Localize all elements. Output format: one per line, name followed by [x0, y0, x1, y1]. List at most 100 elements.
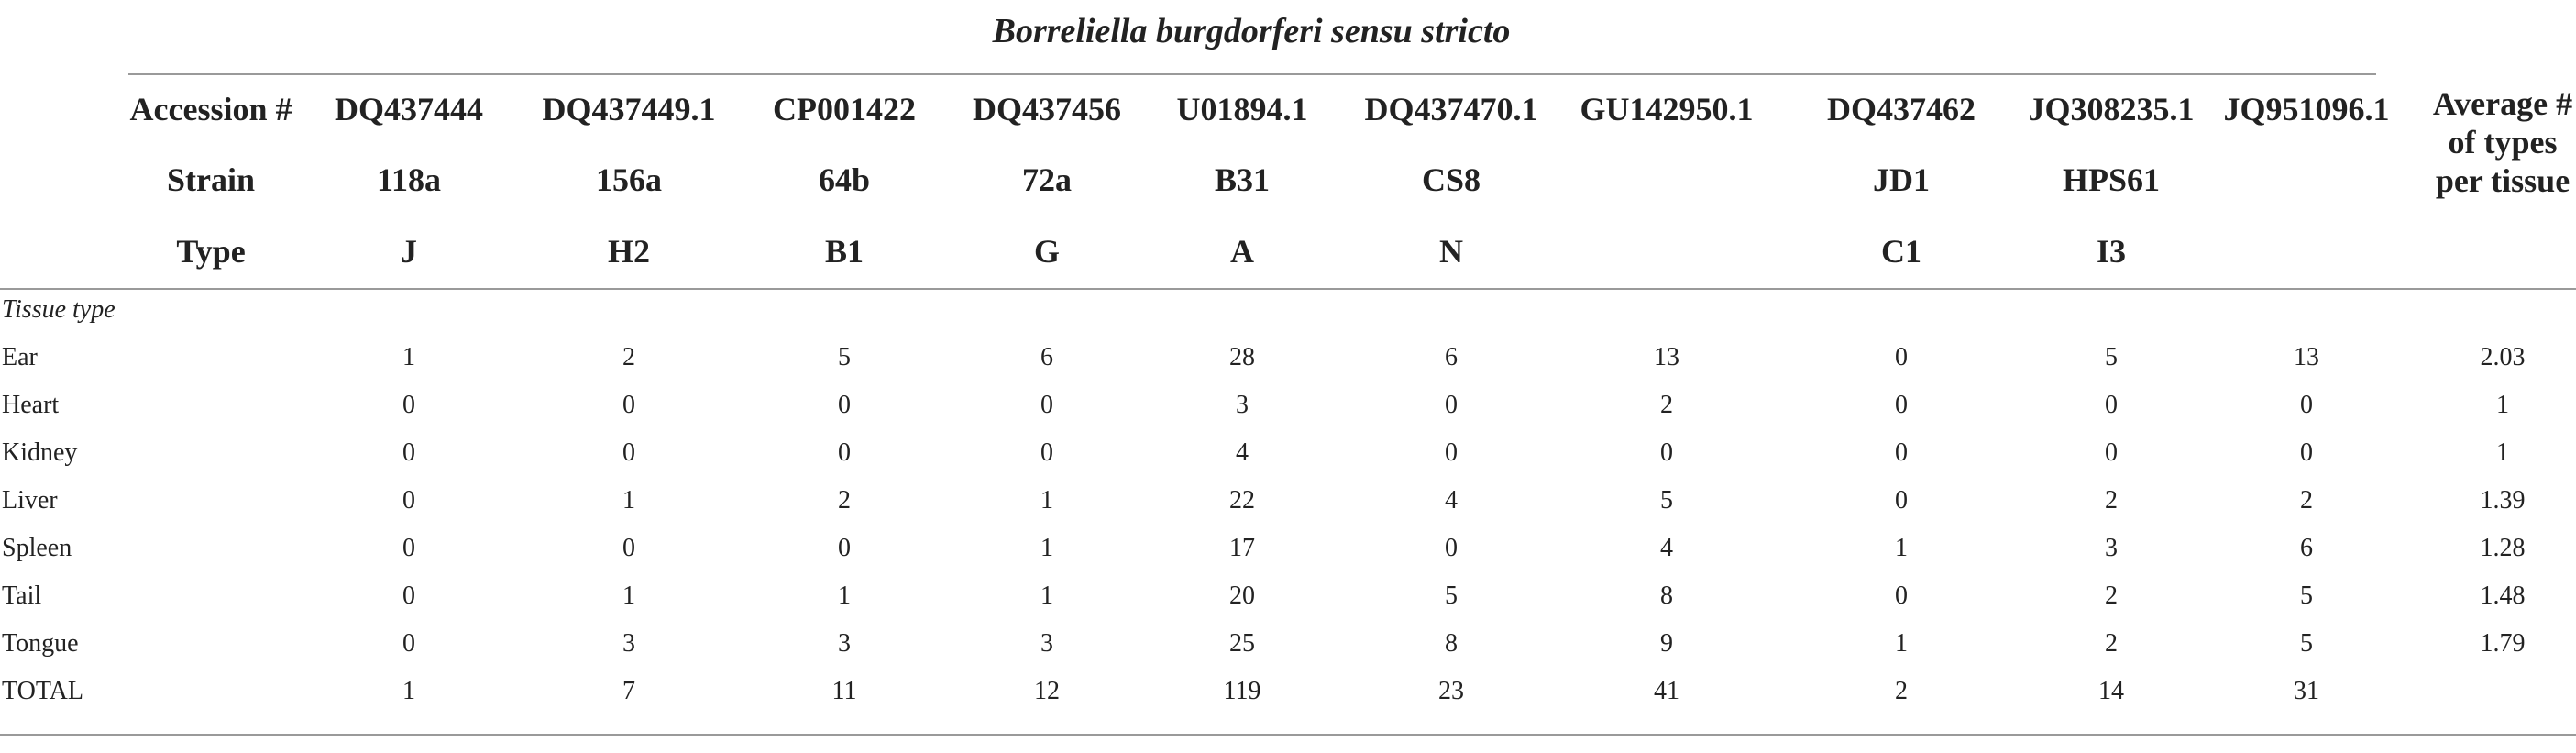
column-strain: 156a [596, 161, 662, 198]
column-accession: GU142950.1 [1580, 91, 1754, 127]
column-accession: DQ437444 [335, 91, 483, 127]
average-header-line: per tissue [2435, 162, 2570, 199]
table-cell: 119 [1223, 677, 1261, 705]
table-cell: 2 [838, 486, 851, 515]
table-cell: 3 [1236, 391, 1249, 419]
row-label: Tail [2, 581, 42, 610]
row-label: Tongue [2, 629, 79, 658]
table-cell: 3 [2105, 534, 2118, 562]
average-header-line: of types [2448, 124, 2558, 161]
column-accession: CP001422 [773, 91, 916, 127]
column-type: I3 [2096, 233, 2127, 270]
table-cell: 4 [1445, 486, 1458, 515]
column-type: H2 [607, 233, 651, 270]
table-cell: 5 [1660, 486, 1673, 515]
column-accession: U01894.1 [1176, 91, 1308, 127]
table-cell: 2 [2105, 486, 2118, 515]
column-accession: DQ437449.1 [542, 91, 716, 127]
column-accession: DQ437470.1 [1364, 91, 1538, 127]
column-accession: JQ308235.1 [2028, 91, 2195, 127]
table-cell: 1 [1040, 534, 1053, 562]
table-cell: 0 [622, 391, 635, 419]
table-cell: 2 [1895, 677, 1908, 705]
table-cell: 1 [402, 343, 415, 371]
table-cell: 0 [402, 391, 415, 419]
table-cell: 8 [1445, 629, 1458, 658]
table-cell: 0 [402, 581, 415, 610]
column-type: B1 [824, 233, 864, 270]
table-cell: 5 [2300, 581, 2313, 610]
table-cell: 0 [402, 629, 415, 658]
table-cell: 5 [1445, 581, 1458, 610]
column-accession: DQ437456 [973, 91, 1121, 127]
table-cell: 0 [402, 486, 415, 515]
table-cell: 5 [838, 343, 851, 371]
table-title: Borreliella burgdorferi sensu stricto [992, 12, 1511, 50]
bottom-rule [0, 734, 2576, 736]
column-type: G [1033, 233, 1061, 270]
row-label: Spleen [2, 534, 72, 562]
table-cell: 25 [1229, 629, 1255, 658]
table-cell: 5 [2105, 343, 2118, 371]
table-cell: 1 [838, 581, 851, 610]
average-cell: 1.39 [2480, 486, 2526, 515]
table-cell: 3 [622, 629, 635, 658]
column-type: J [401, 233, 417, 270]
table-cell: 2 [2105, 581, 2118, 610]
table-cell: 6 [2300, 534, 2313, 562]
table-cell: 0 [1445, 534, 1458, 562]
row-label: Heart [2, 391, 60, 419]
section-label: Tissue type [2, 295, 116, 324]
row-label: Kidney [2, 438, 78, 467]
table-cell: 0 [2300, 391, 2313, 419]
table-cell: 2 [1660, 391, 1673, 419]
average-header-line: Average # [2432, 85, 2573, 122]
column-strain: 64b [818, 161, 871, 198]
table-cell: 0 [402, 438, 415, 467]
average-header: Average # of types per tissue [2429, 84, 2576, 200]
table-cell: 14 [2098, 677, 2124, 705]
table-cell: 2 [2105, 629, 2118, 658]
table-cell: 1 [622, 581, 635, 610]
column-type: C1 [1881, 233, 1921, 270]
table-cell: 0 [402, 534, 415, 562]
column-strain: JD1 [1873, 161, 1930, 198]
table-cell: 0 [1895, 486, 1908, 515]
table-cell: 0 [1660, 438, 1673, 467]
table-cell: 0 [838, 391, 851, 419]
table-cell: 0 [1040, 391, 1053, 419]
table-cell: 13 [1654, 343, 1679, 371]
table-cell: 1 [1040, 581, 1053, 610]
table-cell: 13 [2294, 343, 2319, 371]
table-cell: 4 [1660, 534, 1673, 562]
table-cell: 1 [402, 677, 415, 705]
column-accession: JQ951096.1 [2223, 91, 2390, 127]
table-cell: 0 [2105, 391, 2118, 419]
column-type: A [1230, 233, 1254, 270]
average-cell: 1 [2496, 438, 2509, 467]
table-cell: 0 [838, 438, 851, 467]
row-label: Liver [2, 486, 58, 515]
table-cell: 2 [2300, 486, 2313, 515]
table-cell: 6 [1040, 343, 1053, 371]
average-cell: 1.28 [2480, 534, 2526, 562]
column-accession: DQ437462 [1827, 91, 1976, 127]
table-cell: 6 [1445, 343, 1458, 371]
table-cell: 1 [622, 486, 635, 515]
table-cell: 0 [2300, 438, 2313, 467]
column-strain: 72a [1022, 161, 1072, 198]
type-header-label: Type [176, 233, 246, 270]
table-cell: 0 [838, 534, 851, 562]
table-cell: 23 [1438, 677, 1464, 705]
header-divider [0, 288, 2576, 290]
table-cell: 0 [1445, 391, 1458, 419]
table-cell: 28 [1229, 343, 1255, 371]
table-cell: 0 [1895, 343, 1908, 371]
table-cell: 0 [622, 534, 635, 562]
table-cell: 0 [1040, 438, 1053, 467]
average-cell: 1.79 [2480, 629, 2526, 658]
table-cell: 0 [2105, 438, 2118, 467]
row-label: Ear [2, 343, 38, 371]
row-label: TOTAL [2, 677, 84, 705]
table-cell: 0 [1895, 581, 1908, 610]
